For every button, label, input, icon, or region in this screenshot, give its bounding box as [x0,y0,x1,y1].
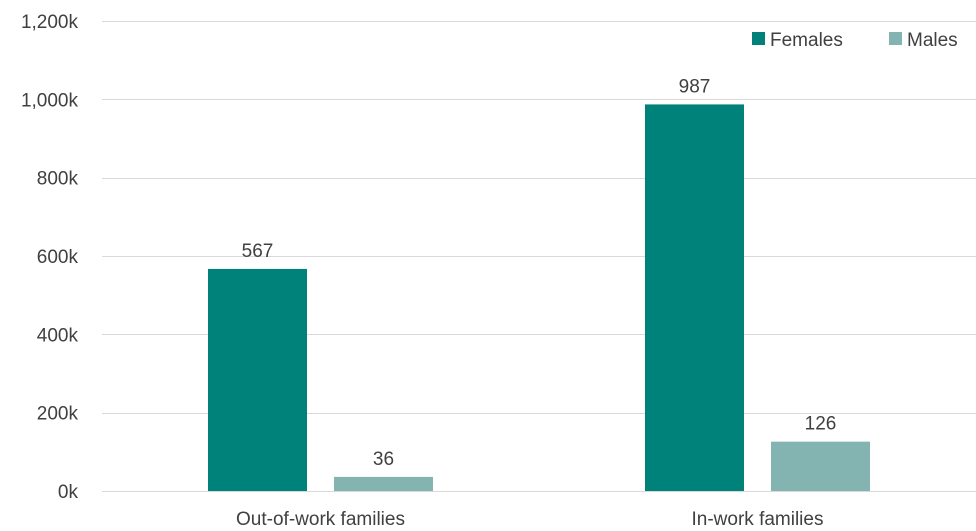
legend-label-males: Males [907,30,958,51]
data-label: 36 [373,449,394,470]
legend-swatch-males [889,32,902,45]
legend: Females Males [752,30,958,51]
y-tick-label: 600k [37,247,79,268]
data-labels: 567 36 987 126 [242,76,837,469]
x-axis-category-labels: Out-of-work families In-work families [236,509,823,530]
y-tick-label: 1,200k [21,12,79,33]
bar-females-2 [645,104,744,492]
bar-males-2 [771,441,870,491]
data-label: 126 [805,414,837,435]
data-label: 567 [242,241,274,262]
y-tick-label: 800k [37,169,79,190]
y-tick-label: 400k [37,325,79,346]
y-tick-label: 1,000k [21,90,79,111]
legend-swatch-females [752,32,765,45]
y-tick-label: 0k [58,482,79,503]
data-label: 987 [679,76,711,97]
bars [208,104,870,492]
bar-females-1 [208,268,307,491]
x-category-label: In-work families [692,509,824,530]
bar-males-1 [334,476,433,491]
y-axis-tick-labels: 0k 200k 400k 600k 800k 1,000k 1,200k [21,12,79,503]
legend-label-females: Females [770,30,843,51]
y-tick-label: 200k [37,404,79,425]
x-category-label: Out-of-work families [236,509,405,530]
